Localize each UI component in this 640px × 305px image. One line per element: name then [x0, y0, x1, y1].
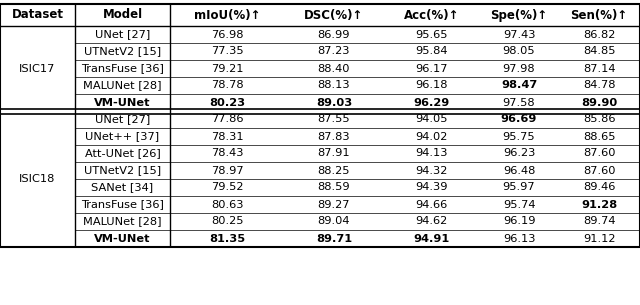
- Text: 96.19: 96.19: [503, 217, 535, 227]
- Text: 81.35: 81.35: [209, 234, 246, 243]
- Text: 89.71: 89.71: [316, 234, 352, 243]
- Text: 97.43: 97.43: [503, 30, 535, 40]
- Text: 96.29: 96.29: [413, 98, 450, 107]
- Text: Dataset: Dataset: [12, 9, 63, 21]
- Text: 89.03: 89.03: [316, 98, 352, 107]
- Text: 96.23: 96.23: [503, 149, 535, 159]
- Text: UNet [27]: UNet [27]: [95, 114, 150, 124]
- Text: ISIC18: ISIC18: [19, 174, 56, 184]
- Text: 98.47: 98.47: [501, 81, 537, 91]
- Text: 88.65: 88.65: [583, 131, 615, 142]
- Text: 96.18: 96.18: [415, 81, 448, 91]
- Text: Att-UNet [26]: Att-UNet [26]: [84, 149, 161, 159]
- Text: SANet [34]: SANet [34]: [92, 182, 154, 192]
- Text: UNet [27]: UNet [27]: [95, 30, 150, 40]
- Text: 76.98: 76.98: [211, 30, 244, 40]
- Text: DSC(%)↑: DSC(%)↑: [304, 9, 364, 21]
- Text: 84.85: 84.85: [583, 46, 615, 56]
- Text: 95.84: 95.84: [415, 46, 448, 56]
- Text: ISIC17: ISIC17: [19, 63, 56, 74]
- Text: 78.97: 78.97: [211, 166, 244, 175]
- Text: MALUNet [28]: MALUNet [28]: [83, 217, 162, 227]
- Text: 87.23: 87.23: [317, 46, 350, 56]
- Text: 89.90: 89.90: [581, 98, 617, 107]
- Text: 94.66: 94.66: [415, 199, 447, 210]
- Text: 87.91: 87.91: [317, 149, 350, 159]
- Text: 89.04: 89.04: [317, 217, 350, 227]
- Text: UNet++ [37]: UNet++ [37]: [85, 131, 159, 142]
- Text: 87.14: 87.14: [583, 63, 615, 74]
- Text: TransFuse [36]: TransFuse [36]: [81, 199, 164, 210]
- Text: 89.74: 89.74: [583, 217, 615, 227]
- Text: 94.02: 94.02: [415, 131, 448, 142]
- Text: 96.13: 96.13: [503, 234, 535, 243]
- Text: 94.62: 94.62: [415, 217, 447, 227]
- Text: Model: Model: [102, 9, 143, 21]
- Text: 94.39: 94.39: [415, 182, 448, 192]
- Text: 77.35: 77.35: [211, 46, 244, 56]
- Text: TransFuse [36]: TransFuse [36]: [81, 63, 164, 74]
- Text: 88.40: 88.40: [317, 63, 350, 74]
- Text: 96.48: 96.48: [503, 166, 535, 175]
- Text: 88.59: 88.59: [317, 182, 350, 192]
- Text: 79.52: 79.52: [211, 182, 244, 192]
- Text: 85.86: 85.86: [583, 114, 615, 124]
- Text: 95.74: 95.74: [503, 199, 535, 210]
- Text: VM-UNet: VM-UNet: [94, 98, 151, 107]
- Text: mIoU(%)↑: mIoU(%)↑: [195, 9, 260, 21]
- Text: 87.60: 87.60: [583, 166, 615, 175]
- Text: 91.12: 91.12: [583, 234, 615, 243]
- Text: 78.78: 78.78: [211, 81, 244, 91]
- Text: Spe(%)↑: Spe(%)↑: [490, 9, 548, 21]
- Text: 80.25: 80.25: [211, 217, 244, 227]
- Text: 89.46: 89.46: [583, 182, 615, 192]
- Text: 77.86: 77.86: [211, 114, 244, 124]
- Text: 80.63: 80.63: [211, 199, 244, 210]
- Text: 97.98: 97.98: [502, 63, 535, 74]
- Text: 80.23: 80.23: [209, 98, 246, 107]
- Text: 96.69: 96.69: [501, 114, 537, 124]
- Text: 88.13: 88.13: [317, 81, 350, 91]
- Text: 91.28: 91.28: [581, 199, 617, 210]
- Text: 87.60: 87.60: [583, 149, 615, 159]
- Text: 84.78: 84.78: [583, 81, 615, 91]
- Text: UTNetV2 [15]: UTNetV2 [15]: [84, 166, 161, 175]
- Text: Sen(%)↑: Sen(%)↑: [570, 9, 628, 21]
- Text: 97.58: 97.58: [502, 98, 535, 107]
- Text: 86.82: 86.82: [583, 30, 615, 40]
- Text: 95.65: 95.65: [415, 30, 448, 40]
- Text: 89.27: 89.27: [317, 199, 350, 210]
- Text: 79.21: 79.21: [211, 63, 244, 74]
- Text: 95.97: 95.97: [502, 182, 535, 192]
- Text: 78.31: 78.31: [211, 131, 244, 142]
- Text: 94.91: 94.91: [413, 234, 450, 243]
- Text: 88.25: 88.25: [317, 166, 350, 175]
- Text: 95.75: 95.75: [502, 131, 535, 142]
- Text: 78.43: 78.43: [211, 149, 244, 159]
- Text: 96.17: 96.17: [415, 63, 448, 74]
- Text: Acc(%)↑: Acc(%)↑: [404, 9, 460, 21]
- Text: 94.05: 94.05: [415, 114, 448, 124]
- Text: 94.32: 94.32: [415, 166, 448, 175]
- Text: MALUNet [28]: MALUNet [28]: [83, 81, 162, 91]
- Text: UTNetV2 [15]: UTNetV2 [15]: [84, 46, 161, 56]
- Text: 98.05: 98.05: [502, 46, 535, 56]
- Text: 87.83: 87.83: [317, 131, 350, 142]
- Text: VM-UNet: VM-UNet: [94, 234, 151, 243]
- Text: 94.13: 94.13: [415, 149, 448, 159]
- Text: 87.55: 87.55: [317, 114, 350, 124]
- Text: 86.99: 86.99: [317, 30, 350, 40]
